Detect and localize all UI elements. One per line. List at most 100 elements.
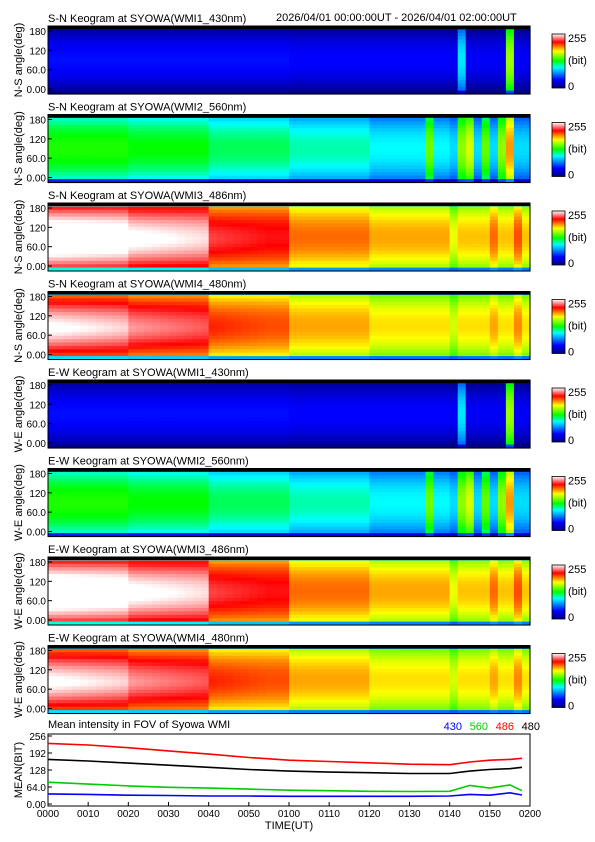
heatmap-cell [417, 345, 427, 350]
heatmap-cell [417, 318, 427, 323]
heatmap-cell [112, 335, 121, 340]
heatmap-cell [505, 145, 515, 150]
heatmap-cell [112, 342, 121, 347]
heatmap-cell [393, 311, 403, 316]
heatmap-cell [136, 356, 145, 361]
heatmap-cell [64, 66, 73, 71]
heatmap-cell [264, 226, 274, 231]
heatmap-cell [160, 325, 170, 330]
heatmap-cell [232, 73, 242, 78]
heatmap-cell [401, 209, 411, 214]
heatmap-cell [112, 250, 121, 255]
heatmap-cell [80, 237, 89, 241]
heatmap-cell [369, 66, 378, 71]
heatmap-cell [305, 243, 314, 248]
heatmap-cell [465, 90, 475, 95]
heatmap-cell [505, 49, 515, 54]
heatmap-cell [136, 36, 145, 41]
heatmap-cell [393, 267, 403, 272]
heatmap-cell [168, 53, 178, 58]
heatmap-cell [457, 345, 467, 350]
heatmap-cell [401, 87, 411, 92]
heatmap-cell [64, 172, 73, 177]
heatmap-cell [409, 220, 419, 224]
heatmap-cell [497, 148, 507, 153]
heatmap-cell [329, 332, 338, 337]
heatmap-cell [72, 328, 81, 333]
heatmap-cell [128, 298, 137, 303]
heatmap-cell [497, 179, 507, 184]
heatmap-cell [321, 342, 330, 347]
heatmap-cell [48, 437, 57, 442]
heatmap-cell [361, 87, 370, 92]
heatmap-cell [401, 325, 411, 330]
heatmap-cell [64, 257, 73, 262]
heatmap-cell [144, 162, 154, 167]
heatmap-cell [441, 124, 451, 129]
heatmap-cell [192, 131, 202, 136]
heatmap-cell [305, 172, 314, 177]
heatmap-cell [401, 70, 411, 75]
heatmap-cell [280, 29, 290, 34]
heatmap-cell [449, 250, 459, 255]
heatmap-cell [112, 46, 121, 51]
heatmap-cell [449, 66, 459, 71]
heatmap-cell [280, 60, 290, 64]
heatmap-cell [200, 243, 210, 248]
heatmap-cell [184, 332, 194, 337]
heatmap-cell [264, 301, 274, 306]
heatmap-cell [112, 267, 121, 272]
heatmap-cell [48, 56, 57, 61]
heatmap-cell [88, 250, 97, 255]
heatmap-cell [232, 43, 242, 47]
heatmap-cell [256, 32, 266, 37]
heatmap-cell [264, 339, 274, 344]
heatmap-cell [160, 250, 170, 255]
heatmap-cell [128, 165, 137, 170]
heatmap-cell [224, 230, 234, 235]
y-tick-label: 180 [29, 116, 46, 127]
heatmap-cell [441, 308, 451, 313]
heatmap-cell [184, 230, 194, 235]
heatmap-cell [369, 145, 378, 150]
heatmap-cell [353, 56, 362, 61]
heatmap-cell [176, 226, 186, 231]
heatmap-cell [329, 240, 338, 245]
heatmap-cell [88, 128, 97, 133]
heatmap-cell [152, 325, 162, 330]
heatmap-cell [505, 257, 515, 262]
heatmap-cell [272, 226, 282, 231]
heatmap-cell [417, 131, 427, 136]
heatmap-cell [80, 420, 89, 425]
heatmap-cell [144, 165, 154, 170]
heatmap-cell [473, 158, 483, 163]
panel-frame [47, 114, 531, 183]
heatmap-cell [393, 298, 403, 303]
heatmap-cell [80, 213, 89, 218]
heatmap-cell [272, 63, 282, 68]
heatmap-cell [377, 36, 386, 41]
heatmap-cell [168, 308, 178, 313]
heatmap-cell [513, 162, 523, 167]
heatmap-cell [144, 260, 154, 265]
heatmap-cell [56, 301, 65, 306]
heatmap-cell [120, 250, 129, 255]
y-tick-label: 60.0 [27, 243, 47, 254]
heatmap-cell [289, 77, 298, 81]
heatmap-cell [417, 145, 427, 150]
heatmap-cell [393, 145, 403, 150]
heatmap-cell [96, 342, 105, 347]
heatmap-cell [64, 305, 73, 310]
heatmap-cell [337, 298, 346, 303]
heatmap-cell [232, 172, 242, 177]
heatmap-cell [216, 240, 226, 245]
heatmap-cell [56, 339, 65, 344]
heatmap-cell [272, 325, 282, 330]
heatmap-cell [192, 49, 202, 54]
heatmap-cell [56, 63, 65, 68]
heatmap-cell [208, 138, 218, 143]
heatmap-cell [425, 322, 435, 327]
heatmap-cell [481, 56, 491, 61]
heatmap-cell [248, 247, 258, 252]
heatmap-cell [232, 158, 242, 163]
